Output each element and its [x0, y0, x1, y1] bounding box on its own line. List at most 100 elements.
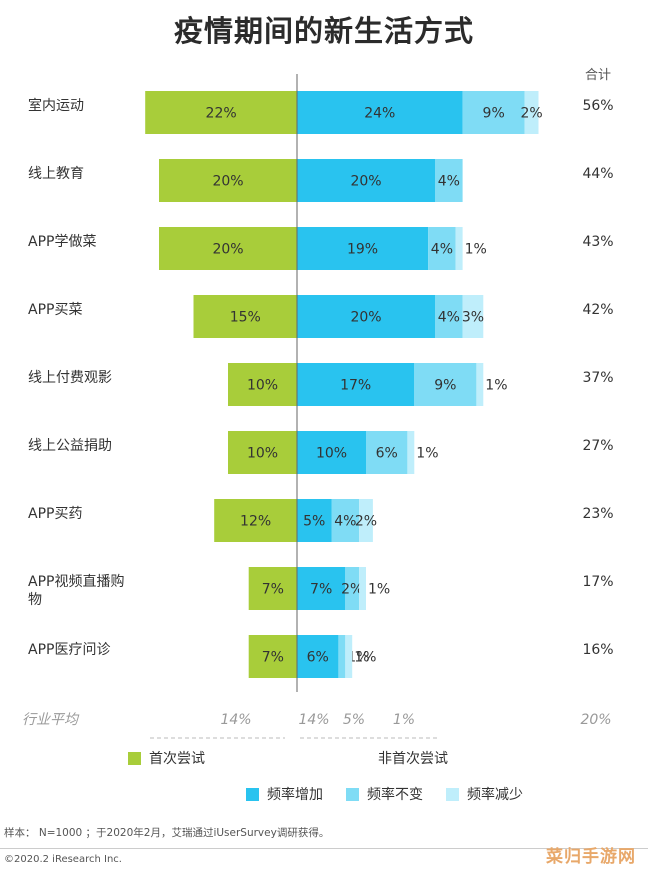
bar-label-unchanged: 2%: [341, 582, 363, 598]
watermark: 菜归手游网: [546, 847, 636, 867]
bar-label-decrease: 1%: [485, 378, 507, 394]
bar-unchanged: [428, 227, 456, 270]
bar-label-decrease: 1%: [465, 242, 487, 258]
row-total: 42%: [582, 302, 613, 318]
bar-decrease: [359, 499, 373, 542]
bar-label-unchanged: 6%: [376, 446, 398, 462]
bar-increase: [297, 295, 435, 338]
bar-decrease: [462, 295, 484, 338]
industry-average-first-try: 14%: [220, 712, 251, 728]
bar-label-increase: 19%: [347, 242, 378, 258]
category-label: 线上教育: [28, 166, 84, 182]
bar-label-decrease: 2%: [355, 514, 377, 530]
bar-label-first-try: 22%: [206, 106, 237, 122]
legend-label-decrease: 频率减少: [467, 787, 523, 803]
bar-label-increase: 17%: [340, 378, 371, 394]
bar-label-increase: 10%: [316, 446, 347, 462]
bar-label-unchanged: 9%: [434, 378, 456, 394]
bar-unchanged: [435, 159, 463, 202]
industry-average-unchanged: 5%: [343, 712, 365, 728]
bar-unchanged: [414, 363, 477, 406]
row-total: 27%: [582, 438, 613, 454]
bar-decrease: [455, 227, 463, 270]
bar-first-try: [248, 567, 297, 610]
legend-non-first-try: 非首次尝试: [378, 748, 448, 768]
bar-increase: [297, 567, 346, 610]
legend-decrease: 频率减少: [446, 784, 523, 804]
bar-unchanged: [435, 295, 463, 338]
category-label: 室内运动: [28, 97, 84, 114]
bar-first-try: [145, 91, 297, 134]
bar-decrease: [524, 91, 539, 134]
category-label: 线上公益捐助: [28, 438, 112, 454]
category-label: 线上付费观影: [28, 370, 112, 386]
bar-label-decrease: 3%: [462, 310, 484, 326]
bar-increase: [297, 363, 415, 406]
bar-label-unchanged: 4%: [438, 174, 460, 190]
industry-average-decrease: 1%: [393, 712, 415, 728]
legend-label-increase: 频率增加: [267, 787, 323, 803]
row-total: 23%: [582, 506, 613, 522]
bar-label-increase: 5%: [303, 514, 325, 530]
bar-label-unchanged: 4%: [431, 242, 453, 258]
legend-increase: 频率增加: [246, 784, 323, 804]
bar-increase: [297, 431, 366, 474]
category-label: APP买药: [28, 506, 82, 522]
bar-increase: [297, 635, 339, 678]
bar-label-unchanged: 4%: [334, 514, 356, 530]
bar-unchanged: [366, 431, 408, 474]
bar-unchanged: [331, 499, 360, 542]
bar-first-try: [214, 499, 297, 542]
chart-title: 疫情期间的新生活方式: [173, 14, 474, 48]
bar-label-first-try: 7%: [262, 650, 284, 666]
bar-label-increase: 20%: [350, 310, 381, 326]
bar-label-first-try: 12%: [240, 514, 271, 530]
bar-increase: [297, 159, 435, 202]
bar-first-try: [248, 635, 297, 678]
legend-swatch-unchanged: [346, 787, 359, 801]
bar-label-first-try: 20%: [212, 174, 243, 190]
bar-label-decrease: 1%: [354, 650, 376, 666]
bar-label-decrease: 1%: [368, 582, 390, 598]
bar-unchanged: [462, 91, 525, 134]
bar-first-try: [159, 159, 297, 202]
bar-unchanged: [338, 635, 346, 678]
category-label: APP学做菜: [28, 234, 96, 250]
bar-first-try: [193, 295, 297, 338]
bar-first-try: [159, 227, 297, 270]
row-total: 16%: [582, 642, 613, 658]
row-total: 44%: [582, 166, 613, 182]
footer-divider: [0, 848, 648, 849]
legend-first-try: 首次尝试: [128, 748, 205, 768]
bar-label-first-try: 20%: [212, 242, 243, 258]
bar-first-try: [228, 431, 297, 474]
bar-label-decrease: 2%: [520, 106, 542, 122]
bar-decrease: [407, 431, 415, 474]
bar-label-first-try: 15%: [230, 310, 261, 326]
legend-swatch-decrease: [446, 787, 459, 801]
industry-average-increase: 14%: [298, 712, 329, 728]
category-label: APP买菜: [28, 302, 82, 318]
legend-label-first-try: 首次尝试: [149, 751, 205, 767]
bar-increase: [297, 227, 429, 270]
category-label: APP视频直播购: [28, 573, 124, 590]
total-column-header: 合计: [584, 68, 611, 83]
row-total: 56%: [582, 98, 613, 114]
bar-label-unchanged: 1%: [347, 650, 369, 666]
bar-label-first-try: 10%: [247, 446, 278, 462]
bar-label-unchanged: 4%: [438, 310, 460, 326]
bar-increase: [297, 499, 332, 542]
row-total: 17%: [582, 574, 613, 590]
category-label: APP医疗问诊: [28, 642, 110, 658]
bar-label-first-try: 10%: [247, 378, 278, 394]
legend-swatch-increase: [246, 787, 259, 801]
bar-decrease: [476, 363, 484, 406]
bar-decrease: [345, 635, 353, 678]
bar-first-try: [228, 363, 297, 406]
bar-increase: [297, 91, 463, 134]
bar-label-increase: 24%: [364, 106, 395, 122]
row-total: 37%: [582, 370, 613, 386]
bar-label-decrease: 1%: [416, 446, 438, 462]
bar-label-increase: 6%: [307, 650, 329, 666]
industry-average-label: 行业平均: [22, 712, 80, 728]
